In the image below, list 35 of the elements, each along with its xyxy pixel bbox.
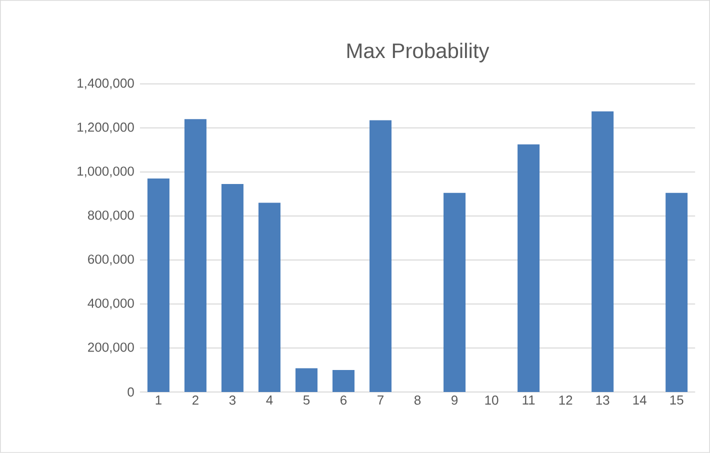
y-tick-label: 800,000 [88,210,134,222]
x-tick-label: 12 [559,396,572,405]
bar [295,368,318,392]
x-tick-label: 11 [522,396,535,405]
bar [592,111,614,392]
bar [332,370,355,392]
x-tick-label: 3 [229,396,236,405]
bar [258,202,280,392]
y-tick-label: 1,200,000 [78,122,134,134]
y-tick-label: 1,400,000 [78,78,134,90]
y-tick-label: 400,000 [88,298,134,310]
x-tick-label: 10 [485,396,498,405]
bar [444,192,466,392]
x-tick-label: 5 [303,396,310,405]
x-tick-label: 7 [378,396,384,405]
y-tick-label: 1,000,000 [78,166,134,178]
bar [370,120,392,392]
x-tick-label: 8 [414,396,421,405]
x-tick-label: 9 [452,396,458,405]
x-tick-label: 4 [266,396,273,405]
x-tick-label: 14 [633,396,646,405]
y-tick-label: 0 [128,387,134,397]
y-tick-label: 200,000 [88,342,134,354]
x-tick-label: 6 [340,396,347,405]
bar [518,144,540,392]
x-tick-label: 13 [596,396,610,405]
bar [666,192,688,392]
x-tick-label: 2 [192,396,198,405]
y-tick-label: 600,000 [88,254,134,266]
bar [184,119,206,392]
bar [147,178,170,392]
x-tick-label: 15 [670,396,684,405]
x-tick-label: 1 [156,396,162,405]
bar [221,184,244,392]
chart-title: Max Probability [347,42,490,62]
